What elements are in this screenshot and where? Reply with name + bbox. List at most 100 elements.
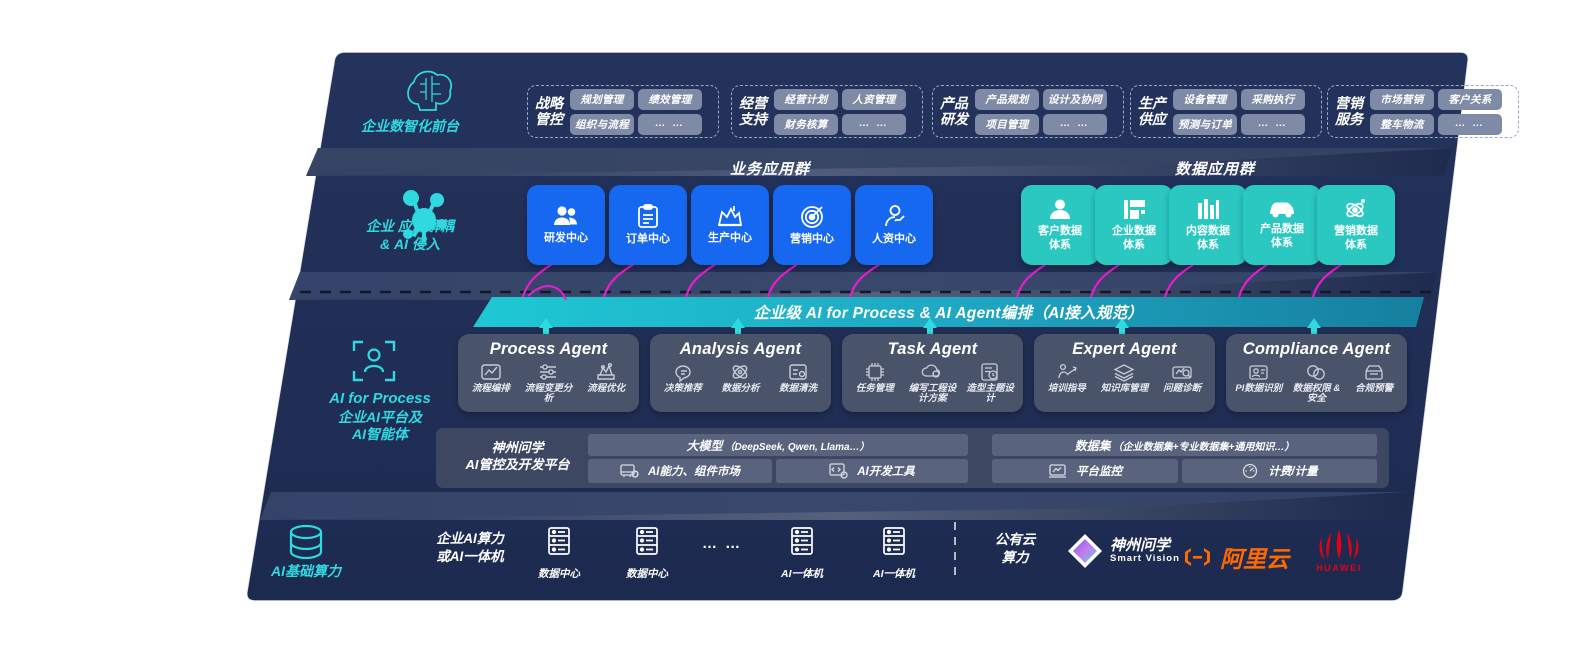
agent-capability[interactable]: 决策推荐 — [655, 362, 711, 394]
agent-capability[interactable]: PI数据识别 — [1231, 362, 1287, 394]
platform-bar-label: AI开发工具 — [857, 466, 915, 478]
brand-aliyun[interactable]: 阿里云 — [1182, 540, 1289, 574]
data-card-enterprise[interactable]: 企业数据 体系 — [1095, 185, 1173, 265]
domain-chip[interactable]: 预测与订单 — [1173, 113, 1237, 135]
app-card-marketing-center[interactable]: 营销中心 — [773, 185, 851, 265]
platform-bar-ai-capability-market[interactable]: AI能力、组件市场 — [588, 459, 772, 483]
platform-left-label: 神州问学 AI管控及开发平台 — [445, 440, 590, 474]
data-card-label-l2: 体系 — [1197, 238, 1219, 251]
platform-bar-ai-devtools[interactable]: AI开发工具 — [776, 459, 968, 483]
data-card-content[interactable]: 内容数据 体系 — [1169, 185, 1247, 265]
app-card-rd-center[interactable]: 研发中心 — [527, 185, 605, 265]
domain-chip[interactable]: 客户关系 — [1438, 88, 1502, 110]
domain-chip[interactable]: 项目管理 — [975, 113, 1039, 135]
domain-chip[interactable]: 组织与流程 — [570, 113, 634, 135]
domain-chip-more[interactable]: … … — [1043, 113, 1107, 135]
optimize-icon — [597, 363, 615, 380]
domain-group-strategy[interactable]: 战略 管控 规划管理 绩效管理 组织与流程 … … — [527, 85, 719, 138]
domain-chip[interactable]: 采购执行 — [1241, 88, 1305, 110]
app-card-order-center[interactable]: 订单中心 — [609, 185, 687, 265]
domain-group-product-rd[interactable]: 产品 研发 产品规划 设计及协同 项目管理 … … — [932, 85, 1124, 138]
app-decoupling-line2: & AI 侵入 — [380, 235, 440, 252]
agent-capability[interactable]: 造型主题设计 — [962, 362, 1018, 405]
domain-chip[interactable]: 设计及协同 — [1043, 88, 1107, 110]
domain-chip[interactable]: 财务核算 — [774, 113, 838, 135]
infra-label-l2: 或AI一体机 — [436, 549, 504, 565]
task-net-icon — [865, 363, 884, 381]
agent-capability[interactable]: 数据清洗 — [770, 362, 826, 394]
domain-chip[interactable]: 规划管理 — [570, 88, 634, 110]
domain-name: 战略 管控 — [535, 94, 563, 127]
app-card-production-center[interactable]: 生产中心 — [691, 185, 769, 265]
data-card-customer[interactable]: 客户数据 体系 — [1021, 185, 1099, 265]
agent-capability[interactable]: 问题诊断 — [1154, 362, 1210, 394]
platform-bar-sub: （DeepSeek, Qwen, Llama…） — [724, 441, 870, 453]
data-card-label-l1: 产品数据 — [1260, 223, 1304, 236]
data-card-label-l1: 企业数据 — [1112, 225, 1156, 238]
agent-card-compliance[interactable]: Compliance Agent PI数据识别 数据权限 & 安全 合规预警 — [1226, 334, 1407, 412]
domain-chip-more[interactable]: … … — [1241, 113, 1305, 135]
domain-group-marketing-service[interactable]: 营销 服务 市场营销 客户关系 整车物流 … … — [1327, 85, 1519, 138]
agent-capability[interactable]: 任务管理 — [847, 362, 903, 394]
platform-bar-llm[interactable]: 大模型 （DeepSeek, Qwen, Llama…） — [588, 434, 968, 456]
agent-card-process[interactable]: Process Agent 流程编排 流程变更分析 流程优化 — [458, 334, 639, 412]
permission-icon — [1307, 365, 1326, 380]
data-card-label-l1: 客户数据 — [1038, 225, 1082, 238]
data-clean-icon — [789, 364, 807, 380]
domain-chip[interactable]: 经营计划 — [774, 88, 838, 110]
bars-icon — [1197, 199, 1219, 220]
domain-chip[interactable]: 设备管理 — [1173, 88, 1237, 110]
platform-bar-billing[interactable]: 计费/计量 — [1182, 459, 1377, 483]
infra-node-datacenter-1[interactable]: 数据中心 — [527, 526, 591, 581]
agent-capability[interactable]: 知识库管理 — [1096, 362, 1152, 394]
gauge-icon — [1241, 463, 1259, 479]
design-doc-icon — [981, 363, 998, 381]
domain-group-operations[interactable]: 经营 支持 经营计划 人资管理 财务核算 … … — [731, 85, 923, 138]
brand-huawei[interactable]: HUAWEI — [1310, 528, 1368, 573]
agent-capability[interactable]: 流程优化 — [578, 362, 634, 394]
agent-capability[interactable]: 流程编排 — [463, 362, 519, 394]
agent-capability[interactable]: 流程变更分析 — [520, 362, 576, 405]
domain-group-production-supply[interactable]: 生产 供应 设备管理 采购执行 预测与订单 … … — [1130, 85, 1322, 138]
infra-node-datacenter-2[interactable]: 数据中心 — [615, 526, 679, 581]
infra-node-aiappliance-1[interactable]: AI一体机 — [770, 526, 834, 581]
person-scan-icon — [352, 340, 396, 382]
brand-smart-vision[interactable]: 神州问学 Smart Vision — [1066, 532, 1180, 570]
platform-bar-datasets[interactable]: 数据集 （企业数据集+专业数据集+通用知识…） — [992, 434, 1377, 456]
agent-card-task[interactable]: Task Agent 任务管理 编写工程设计方案 — [842, 334, 1023, 412]
factory-icon — [717, 206, 743, 227]
domain-chip[interactable]: 产品规划 — [975, 88, 1039, 110]
aliyun-logo — [1185, 548, 1210, 566]
platform-bar-sub: （企业数据集+专业数据集+通用知识…） — [1112, 441, 1295, 453]
car-icon — [1270, 202, 1294, 218]
agent-capability[interactable]: 合规预警 — [1346, 362, 1402, 394]
agent-capability[interactable]: 数据分析 — [712, 362, 768, 394]
agent-capability[interactable]: 培训指导 — [1039, 362, 1095, 394]
domain-chip[interactable]: 绩效管理 — [638, 88, 702, 110]
data-card-label-l1: 内容数据 — [1186, 225, 1230, 238]
domain-chip[interactable]: 市场营销 — [1370, 88, 1434, 110]
data-card-label-l2: 体系 — [1123, 238, 1145, 251]
atom-icon — [1346, 199, 1365, 218]
domain-chip-more[interactable]: … … — [638, 113, 702, 135]
domain-chip[interactable]: 人资管理 — [842, 88, 906, 110]
agent-card-expert[interactable]: Expert Agent 培训指导 知识库管理 问题诊断 — [1034, 334, 1215, 412]
data-card-marketing[interactable]: 营销数据 体系 — [1317, 185, 1395, 265]
orchestration-bar[interactable]: 企业级 AI for Process & AI Agent编排（AI接入规范） — [473, 297, 1424, 327]
domain-chip-more[interactable]: … … — [1438, 113, 1502, 135]
data-card-product[interactable]: 产品数据 体系 — [1243, 185, 1321, 265]
data-card-label-l2: 体系 — [1271, 236, 1293, 249]
database-icon — [289, 524, 323, 560]
platform-bar-monitoring[interactable]: 平台监控 — [992, 459, 1178, 483]
agent-capability[interactable]: 数据权限 & 安全 — [1288, 362, 1344, 405]
domain-chip[interactable]: 整车物流 — [1370, 113, 1434, 135]
app-card-hr-center[interactable]: 人资中心 — [855, 185, 933, 265]
flow-chart-icon — [481, 364, 501, 380]
server-icon — [636, 527, 658, 555]
platform-bar-label: AI能力、组件市场 — [648, 466, 740, 478]
decision-icon — [675, 365, 691, 382]
infra-node-aiappliance-2[interactable]: AI一体机 — [862, 526, 926, 581]
domain-chip-more[interactable]: … … — [842, 113, 906, 135]
agent-card-analysis[interactable]: Analysis Agent 决策推荐 数据分析 数据清洗 — [650, 334, 831, 412]
agent-capability[interactable]: 编写工程设计方案 — [904, 362, 960, 405]
